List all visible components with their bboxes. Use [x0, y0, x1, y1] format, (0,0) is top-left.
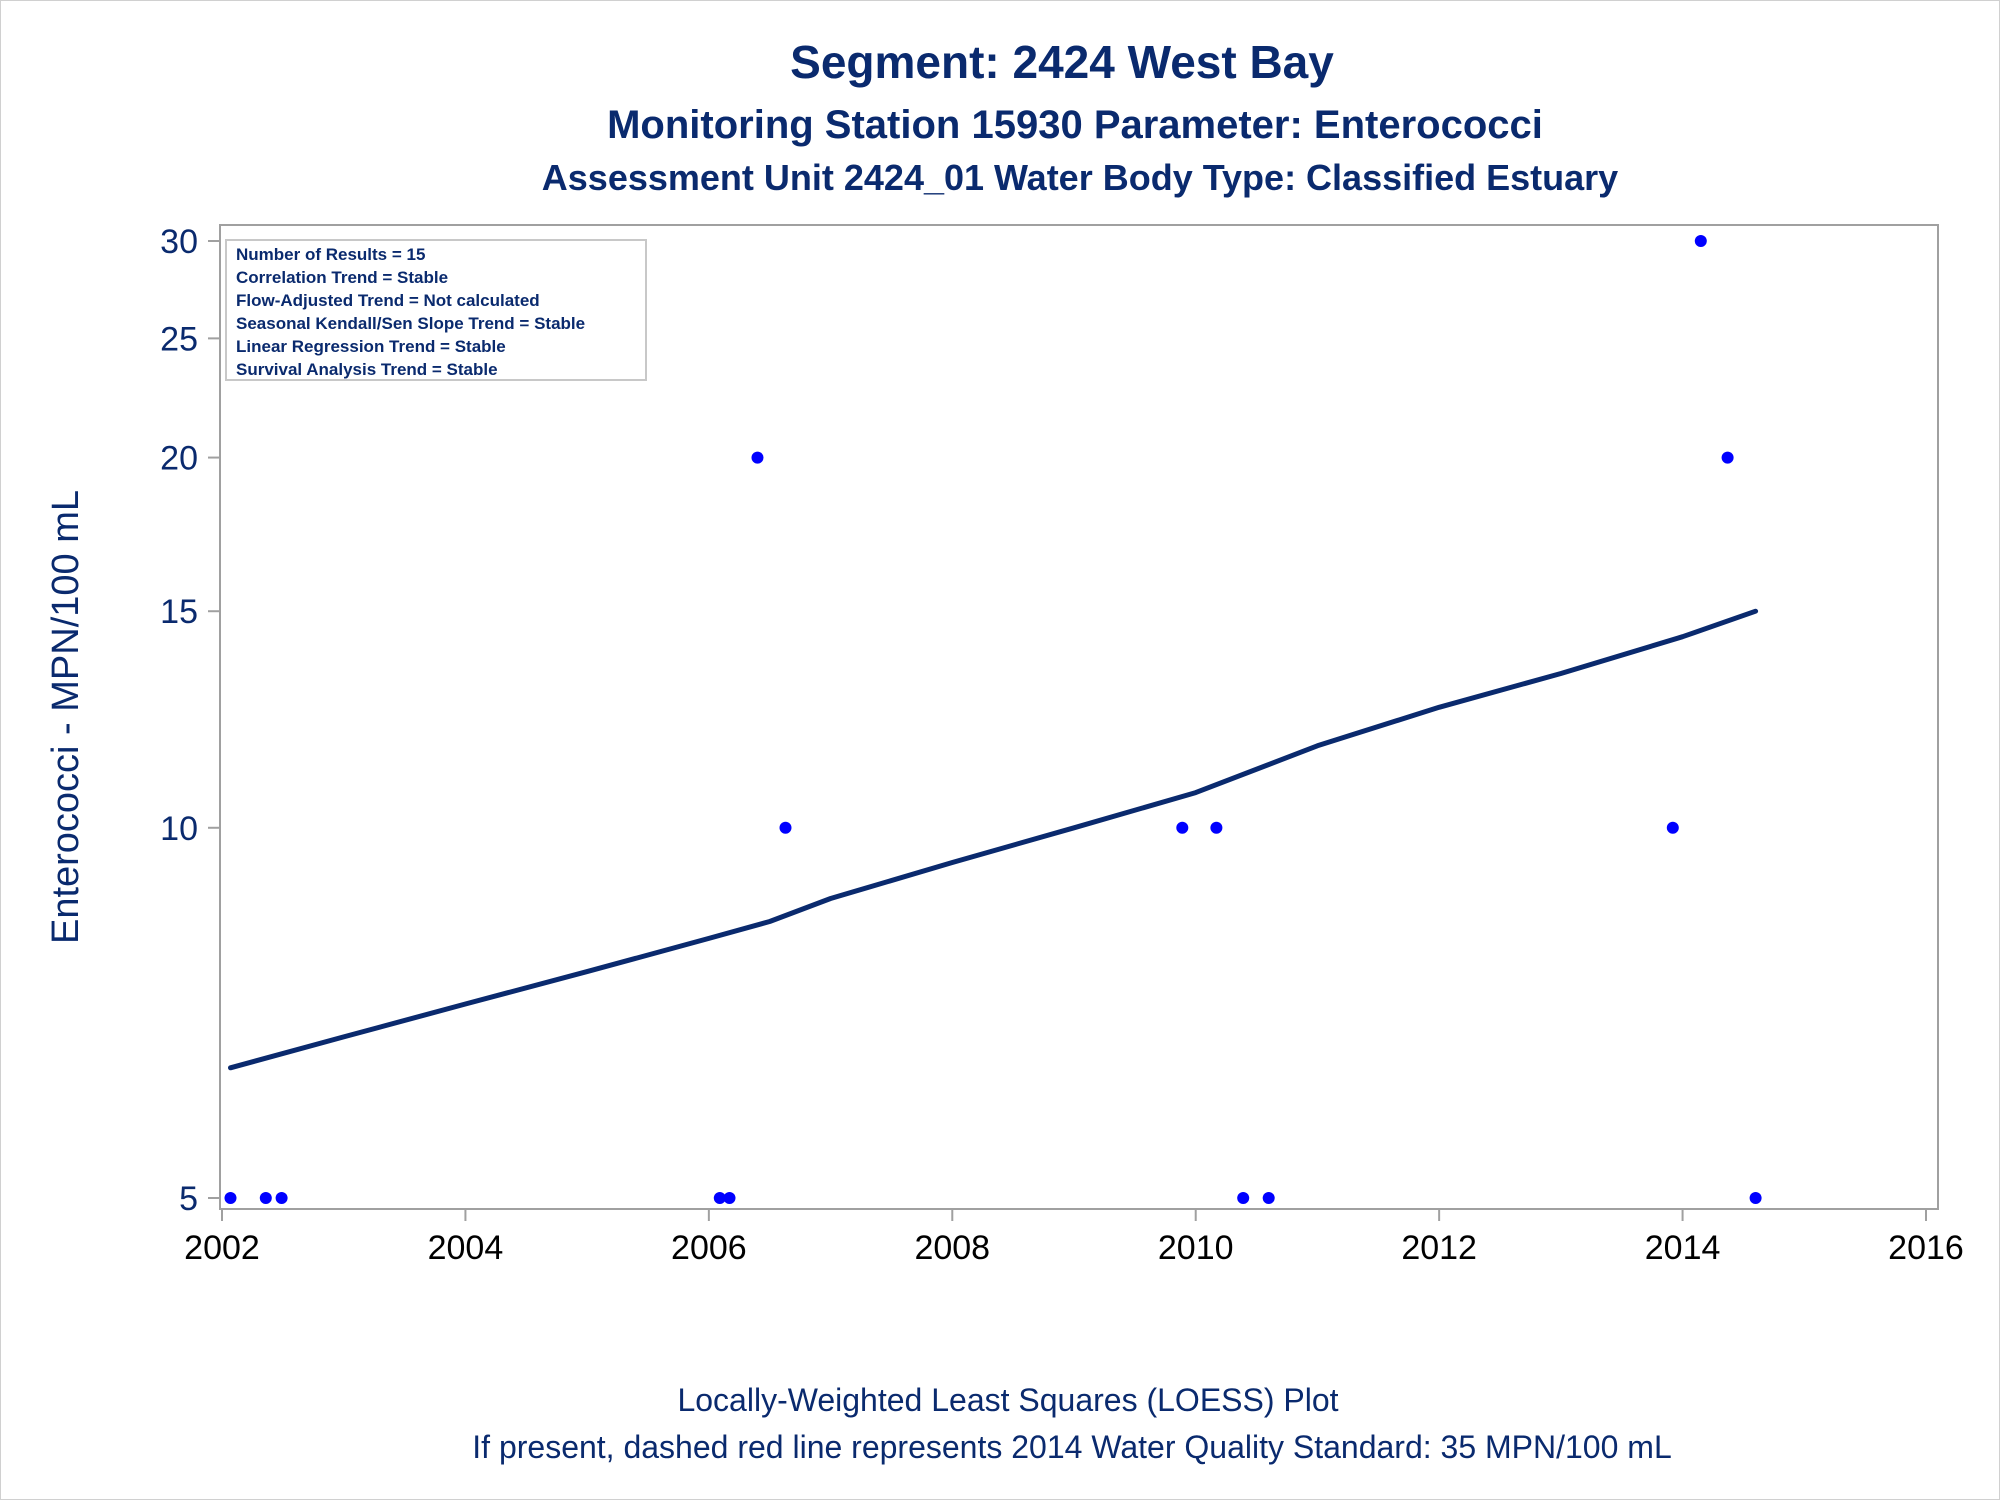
- data-point: [1749, 1192, 1762, 1204]
- data-point: [723, 1192, 736, 1204]
- y-tick-label: 30: [160, 223, 198, 261]
- footer-line-1: Locally-Weighted Least Squares (LOESS) P…: [677, 1382, 1338, 1418]
- data-point: [1210, 821, 1223, 834]
- stats-line: Number of Results = 15: [236, 245, 425, 264]
- data-point: [1176, 821, 1189, 834]
- data-point: [259, 1192, 272, 1204]
- y-tick-label: 5: [179, 1180, 198, 1218]
- x-tick-label: 2016: [1888, 1229, 1964, 1267]
- stats-line: Linear Regression Trend = Stable: [236, 337, 506, 356]
- y-tick-label: 15: [160, 593, 198, 631]
- chart-subtitle: Monitoring Station 15930 Parameter: Ente…: [607, 103, 1543, 147]
- x-axis: 2002 2004 2006 2008 2010 2012 2014 2016: [184, 1208, 1964, 1267]
- y-axis: 5 10 15 20 25 30: [160, 223, 220, 1218]
- loess-line: [228, 608, 1759, 1071]
- stats-line: Flow-Adjusted Trend = Not calculated: [236, 291, 540, 310]
- chart-subtitle-2: Assessment Unit 2424_01 Water Body Type:…: [542, 157, 1618, 198]
- data-point: [779, 821, 792, 834]
- stats-line: Seasonal Kendall/Sen Slope Trend = Stabl…: [236, 314, 585, 333]
- data-point: [275, 1192, 288, 1204]
- data-point: [1666, 821, 1679, 834]
- y-tick-label: 10: [160, 810, 198, 848]
- stats-box: Number of Results = 15 Correlation Trend…: [225, 239, 647, 381]
- data-point: [1694, 235, 1707, 247]
- x-tick-label: 2008: [914, 1229, 990, 1267]
- y-axis-label: Enterococci - MPN/100 mL: [45, 490, 87, 944]
- y-tick-label: 25: [160, 320, 198, 358]
- data-point: [1262, 1192, 1275, 1204]
- x-tick-label: 2014: [1645, 1229, 1721, 1267]
- x-tick-label: 2012: [1401, 1229, 1477, 1267]
- y-tick-label: 20: [160, 440, 198, 478]
- stats-line: Survival Analysis Trend = Stable: [236, 360, 498, 379]
- data-point: [751, 451, 764, 464]
- data-point: [1237, 1192, 1250, 1204]
- footer-line-2: If present, dashed red line represents 2…: [472, 1429, 1671, 1465]
- x-tick-label: 2002: [184, 1229, 260, 1267]
- chart-title: Segment: 2424 West Bay: [790, 36, 1334, 88]
- chart-marks: [224, 235, 1762, 1204]
- data-point: [224, 1192, 237, 1204]
- stats-line: Correlation Trend = Stable: [236, 268, 448, 287]
- x-tick-label: 2010: [1158, 1229, 1234, 1267]
- data-point: [1721, 451, 1734, 464]
- x-tick-label: 2006: [671, 1229, 747, 1267]
- data-point: [713, 1192, 726, 1204]
- x-tick-label: 2004: [428, 1229, 504, 1267]
